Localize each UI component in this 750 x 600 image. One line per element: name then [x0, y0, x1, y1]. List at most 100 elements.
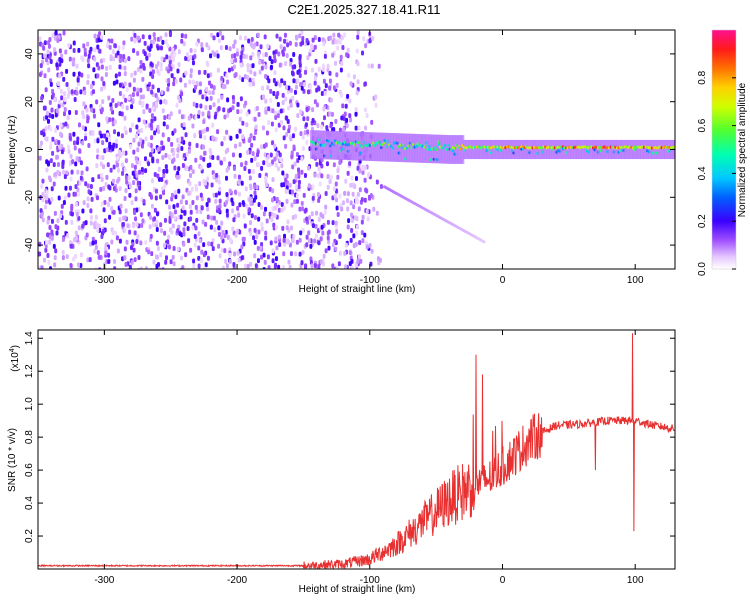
heatmap-cell: [204, 221, 208, 227]
heatmap-cell: [80, 252, 84, 258]
heatmap-cell: [230, 197, 234, 203]
heatmap-cell: [181, 163, 185, 169]
heatmap-cell: [245, 203, 249, 209]
heatmap-cell: [281, 225, 285, 231]
heatmap-cell: [155, 263, 159, 269]
heatmap-cell: [132, 48, 136, 54]
heatmap-cell: [301, 227, 305, 233]
heatmap-cell: [149, 122, 153, 128]
heatmap-cell: [109, 106, 113, 112]
heatmap-cell: [107, 201, 111, 207]
heatmap-cell: [183, 221, 187, 227]
heatmap-cell: [123, 71, 127, 77]
heatmap-cell: [375, 179, 379, 185]
heatmap-cell: [310, 130, 314, 159]
heatmap-cell: [152, 39, 156, 45]
heatmap-cell: [148, 215, 152, 221]
heatmap-cell: [331, 52, 335, 58]
heatmap-cell: [291, 64, 295, 70]
heatmap-cell: [230, 53, 234, 59]
heatmap-cell: [421, 134, 425, 163]
heatmap-cell: [64, 185, 68, 191]
heatmap-cell: [328, 85, 332, 91]
heatmap-cell: [92, 222, 96, 228]
heatmap-cell: [329, 174, 333, 180]
heatmap-cell: [218, 30, 222, 36]
heatmap-cell: [279, 157, 283, 163]
heatmap-cell: [383, 132, 387, 162]
heatmap-cell: [301, 40, 305, 46]
heatmap-cell: [112, 209, 116, 215]
heatmap-cell: [513, 139, 517, 160]
heatmap-cell: [90, 84, 94, 90]
heatmap-cell: [171, 57, 175, 63]
heatmap-cell: [317, 198, 321, 204]
heatmap-cell: [107, 95, 111, 101]
heatmap-cell: [472, 139, 476, 160]
heatmap-cell: [660, 139, 664, 160]
heatmap-cell: [296, 78, 300, 84]
heatmap-cell: [227, 67, 231, 73]
heatmap-cell: [321, 230, 325, 236]
heatmap-cell: [273, 263, 277, 269]
heatmap-cell: [184, 70, 188, 76]
heatmap-cell: [162, 168, 166, 174]
heatmap-cell: [66, 93, 70, 99]
heatmap-cell: [93, 138, 97, 144]
heatmap-cell: [285, 115, 289, 121]
heatmap-cell: [94, 244, 98, 250]
heatmap-cell: [86, 79, 90, 85]
snr-xlabel: Height of straight line (km): [299, 584, 416, 595]
heatmap-cell: [311, 223, 315, 229]
heatmap-cell: [191, 225, 195, 231]
heatmap-cell: [299, 131, 303, 137]
heatmap-cell: [311, 37, 315, 43]
heatmap-cell: [280, 202, 284, 208]
heatmap-cell: [347, 72, 351, 78]
heatmap-cell: [202, 156, 206, 162]
heatmap-cell: [168, 114, 172, 120]
heatmap-cell: [268, 55, 272, 61]
heatmap-cell: [43, 204, 47, 210]
heatmap-cell: [72, 40, 76, 46]
heatmap-cell: [185, 52, 189, 58]
heatmap-cell: [285, 225, 289, 231]
heatmap-cell: [355, 230, 359, 236]
x-tick-label: -100: [360, 275, 380, 286]
heatmap-cell: [133, 257, 137, 263]
heatmap-cell: [295, 151, 299, 157]
heatmap-cell: [93, 56, 97, 62]
heatmap-cell: [374, 94, 378, 100]
heatmap-cell: [112, 186, 116, 192]
heatmap-cell: [274, 127, 278, 133]
heatmap-cell: [241, 120, 245, 126]
heatmap-cell: [207, 45, 211, 51]
heatmap-cell: [281, 92, 285, 98]
heatmap-cell: [294, 173, 298, 179]
heatmap-cell: [167, 204, 171, 210]
heatmap-cell: [320, 91, 324, 97]
heatmap-cell: [249, 220, 253, 226]
heatmap-cell: [212, 85, 216, 91]
heatmap-cell: [72, 57, 76, 63]
heatmap-cell: [300, 200, 304, 206]
x-tick-label: -100: [360, 575, 380, 586]
heatmap-cell: [307, 183, 311, 189]
heatmap-cell: [365, 112, 369, 118]
heatmap-cell: [300, 156, 304, 162]
heatmap-cell: [260, 144, 264, 150]
heatmap-cell: [264, 230, 268, 236]
heatmap-cell: [233, 189, 237, 195]
heatmap-cell: [483, 139, 487, 160]
heatmap-cell: [85, 107, 89, 113]
heatmap-cell: [61, 249, 65, 255]
heatmap-cell: [526, 139, 530, 160]
heatmap-cell: [297, 184, 301, 190]
heatmap-cell: [86, 203, 90, 209]
heatmap-cell: [668, 139, 672, 160]
heatmap-cell: [92, 113, 96, 119]
heatmap-cell: [572, 139, 576, 160]
heatmap-cell: [83, 126, 87, 132]
heatmap-cell: [58, 144, 62, 150]
